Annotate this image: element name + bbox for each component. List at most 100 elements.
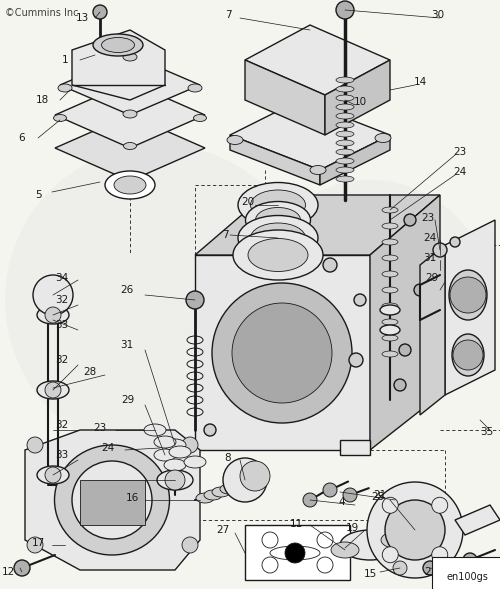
Ellipse shape — [37, 381, 69, 399]
Circle shape — [414, 284, 426, 296]
Ellipse shape — [233, 230, 323, 280]
Circle shape — [450, 237, 460, 247]
Ellipse shape — [164, 459, 186, 471]
Ellipse shape — [382, 271, 398, 277]
Polygon shape — [72, 30, 165, 100]
Polygon shape — [230, 100, 390, 170]
Circle shape — [165, 470, 185, 490]
Text: 21: 21 — [374, 490, 386, 500]
Circle shape — [393, 561, 407, 575]
Ellipse shape — [114, 176, 146, 194]
Ellipse shape — [340, 530, 400, 560]
Polygon shape — [195, 195, 440, 255]
Circle shape — [385, 500, 445, 560]
Ellipse shape — [256, 207, 300, 233]
Circle shape — [223, 458, 267, 502]
Circle shape — [27, 437, 43, 453]
Ellipse shape — [290, 98, 306, 108]
Circle shape — [204, 424, 216, 436]
Polygon shape — [245, 525, 350, 580]
Polygon shape — [195, 255, 370, 450]
Ellipse shape — [336, 104, 354, 110]
Text: 14: 14 — [414, 77, 426, 87]
Polygon shape — [340, 440, 370, 455]
Polygon shape — [445, 220, 495, 395]
Ellipse shape — [184, 456, 206, 468]
Ellipse shape — [220, 484, 238, 494]
Circle shape — [33, 275, 73, 315]
Ellipse shape — [154, 436, 176, 448]
Polygon shape — [420, 245, 445, 415]
Circle shape — [285, 543, 305, 563]
Ellipse shape — [54, 114, 66, 121]
Ellipse shape — [336, 77, 354, 83]
Text: 31: 31 — [424, 253, 436, 263]
Text: 18: 18 — [36, 95, 49, 105]
Text: 32: 32 — [56, 295, 68, 305]
Ellipse shape — [123, 110, 137, 118]
Text: 5: 5 — [34, 190, 42, 200]
Text: 8: 8 — [224, 453, 232, 463]
Polygon shape — [245, 25, 390, 95]
Text: 4: 4 — [338, 497, 345, 507]
Text: 27: 27 — [216, 525, 230, 535]
Ellipse shape — [382, 351, 398, 357]
Ellipse shape — [105, 171, 155, 199]
Ellipse shape — [336, 176, 354, 182]
Circle shape — [433, 243, 447, 257]
Ellipse shape — [102, 38, 134, 52]
Text: 23: 23 — [454, 147, 466, 157]
Ellipse shape — [380, 305, 400, 315]
Circle shape — [423, 561, 437, 575]
Ellipse shape — [336, 158, 354, 164]
Circle shape — [182, 437, 198, 453]
Circle shape — [367, 482, 463, 578]
Circle shape — [45, 382, 61, 398]
Ellipse shape — [58, 84, 72, 92]
Text: en100gs: en100gs — [446, 572, 488, 582]
Ellipse shape — [336, 95, 354, 101]
Circle shape — [349, 353, 363, 367]
Polygon shape — [325, 60, 390, 135]
Text: 31: 31 — [120, 340, 134, 350]
Ellipse shape — [194, 114, 206, 121]
Ellipse shape — [336, 149, 354, 155]
Text: 10: 10 — [354, 97, 366, 107]
Ellipse shape — [382, 255, 398, 261]
Polygon shape — [320, 135, 390, 185]
Ellipse shape — [54, 445, 170, 555]
Ellipse shape — [37, 466, 69, 484]
Circle shape — [45, 467, 61, 483]
Ellipse shape — [310, 166, 326, 174]
Ellipse shape — [238, 183, 318, 227]
Ellipse shape — [382, 223, 398, 229]
Circle shape — [303, 493, 317, 507]
Circle shape — [432, 497, 448, 513]
Circle shape — [382, 497, 398, 513]
Text: 33: 33 — [56, 320, 68, 330]
Ellipse shape — [382, 303, 398, 309]
Ellipse shape — [37, 306, 69, 324]
Text: 32: 32 — [56, 420, 68, 430]
Text: 32: 32 — [56, 355, 68, 365]
Ellipse shape — [336, 131, 354, 137]
Text: 1: 1 — [62, 55, 68, 65]
Ellipse shape — [336, 86, 354, 92]
Text: 29: 29 — [426, 273, 438, 283]
Circle shape — [240, 461, 270, 491]
Text: ©Cummins Inc: ©Cummins Inc — [5, 8, 78, 18]
Circle shape — [14, 560, 30, 576]
Circle shape — [404, 214, 416, 226]
Text: 11: 11 — [290, 519, 302, 529]
Circle shape — [182, 537, 198, 553]
Ellipse shape — [246, 201, 310, 239]
Text: 24: 24 — [102, 443, 114, 453]
Circle shape — [262, 532, 278, 548]
Circle shape — [354, 294, 366, 306]
Circle shape — [343, 488, 357, 502]
Polygon shape — [55, 115, 205, 181]
Text: 22: 22 — [458, 562, 471, 572]
Text: 26: 26 — [120, 285, 134, 295]
Ellipse shape — [212, 283, 352, 423]
Circle shape — [45, 307, 61, 323]
